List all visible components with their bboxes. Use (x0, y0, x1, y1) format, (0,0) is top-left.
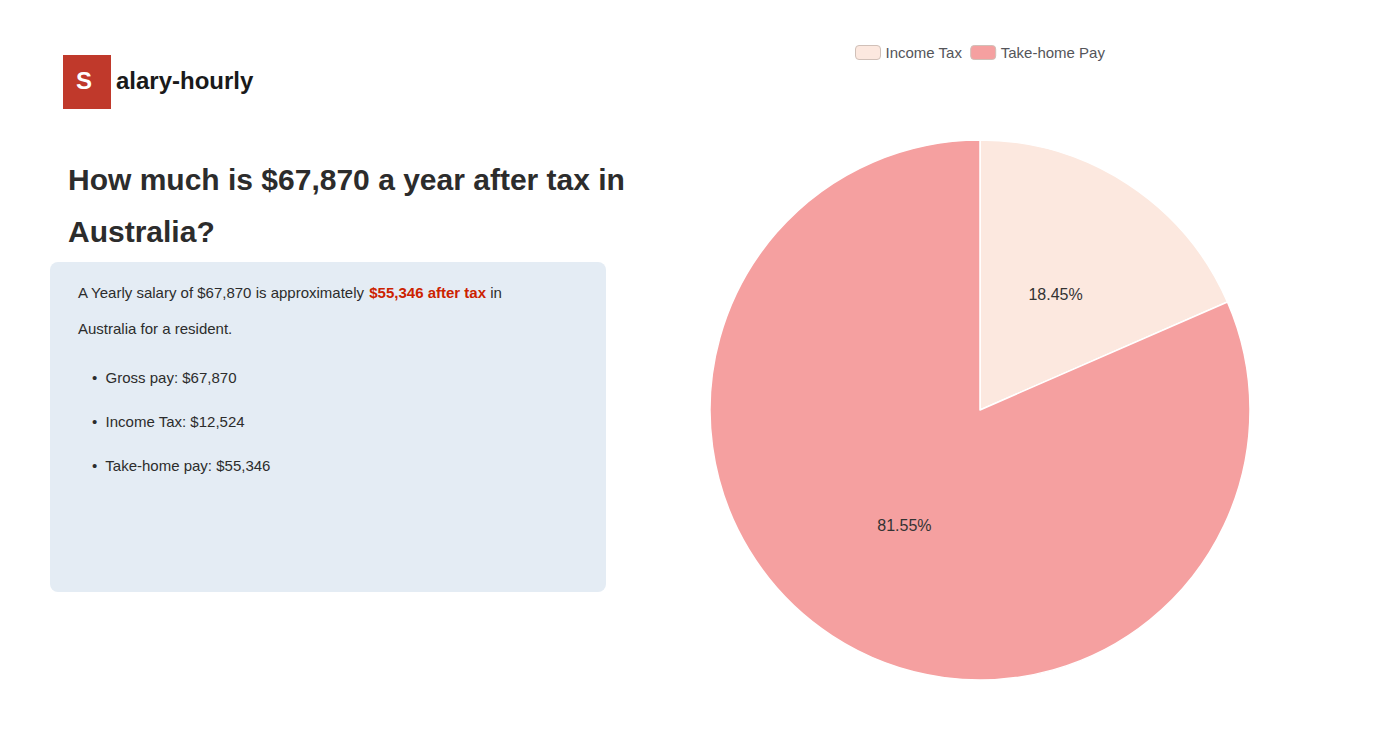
svg-text:$55,346 after tax: $55,346 after tax (369, 284, 486, 301)
svg-text:Australia?: Australia? (68, 215, 215, 248)
svg-text:How much is $67,870 a year aft: How much is $67,870 a year after tax in (68, 163, 625, 196)
svg-text:Australia for a resident.: Australia for a resident. (78, 320, 232, 337)
svg-text:A Yearly salary of $67,870 is: A Yearly salary of $67,870 is approximat… (78, 284, 368, 301)
svg-text:• Gross pay: $67,870: • Gross pay: $67,870 (92, 369, 237, 386)
svg-text:alary-hourly: alary-hourly (116, 67, 254, 94)
svg-text:in: in (486, 284, 502, 301)
svg-text:• Take-home pay: $55,346: • Take-home pay: $55,346 (92, 457, 270, 474)
svg-text:18.45%: 18.45% (1028, 286, 1082, 303)
svg-text:S: S (76, 67, 92, 94)
svg-text:Income Tax: Income Tax (886, 44, 963, 61)
svg-text:81.55%: 81.55% (877, 517, 931, 534)
svg-text:• Income Tax: $12,524: • Income Tax: $12,524 (92, 413, 245, 430)
svg-text:Take-home Pay: Take-home Pay (1001, 44, 1106, 61)
